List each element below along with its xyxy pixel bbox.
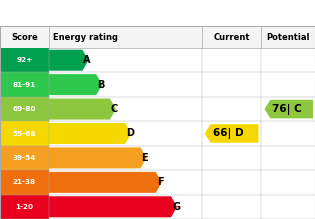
Text: 55-68: 55-68	[13, 131, 36, 136]
Bar	[0, 26, 315, 48]
Text: 69-80: 69-80	[13, 106, 36, 112]
Text: Energy rating: Energy rating	[53, 32, 118, 41]
Text: C: C	[111, 104, 118, 114]
Text: E: E	[141, 153, 148, 163]
Bar	[0, 72, 49, 97]
Text: F: F	[157, 177, 163, 187]
Bar	[0, 146, 49, 170]
Polygon shape	[49, 50, 89, 71]
Polygon shape	[49, 196, 177, 217]
Text: 21-38: 21-38	[13, 179, 36, 185]
Text: 81-91: 81-91	[13, 82, 36, 88]
Polygon shape	[49, 99, 116, 120]
Bar	[0, 48, 49, 72]
Text: D: D	[126, 129, 134, 138]
Bar	[0, 121, 49, 146]
Bar	[0, 170, 49, 194]
Text: Energy Efficiency Rating: Energy Efficiency Rating	[6, 7, 169, 19]
Polygon shape	[49, 123, 131, 144]
Polygon shape	[49, 147, 146, 168]
Polygon shape	[49, 74, 102, 95]
Text: B: B	[97, 80, 105, 90]
Polygon shape	[265, 100, 313, 118]
Text: 39-54: 39-54	[13, 155, 36, 161]
Text: 92+: 92+	[16, 57, 32, 63]
Polygon shape	[205, 124, 258, 143]
Text: Potential: Potential	[266, 32, 310, 41]
Text: 1-20: 1-20	[15, 204, 33, 210]
Bar	[0, 97, 49, 121]
Polygon shape	[49, 172, 162, 193]
Text: G: G	[172, 202, 180, 212]
Text: Current: Current	[213, 32, 250, 41]
Text: A: A	[83, 55, 91, 65]
Bar	[0, 194, 49, 219]
Text: 76| C: 76| C	[272, 104, 302, 115]
Text: Score: Score	[11, 32, 38, 41]
Text: 66| D: 66| D	[213, 128, 243, 139]
